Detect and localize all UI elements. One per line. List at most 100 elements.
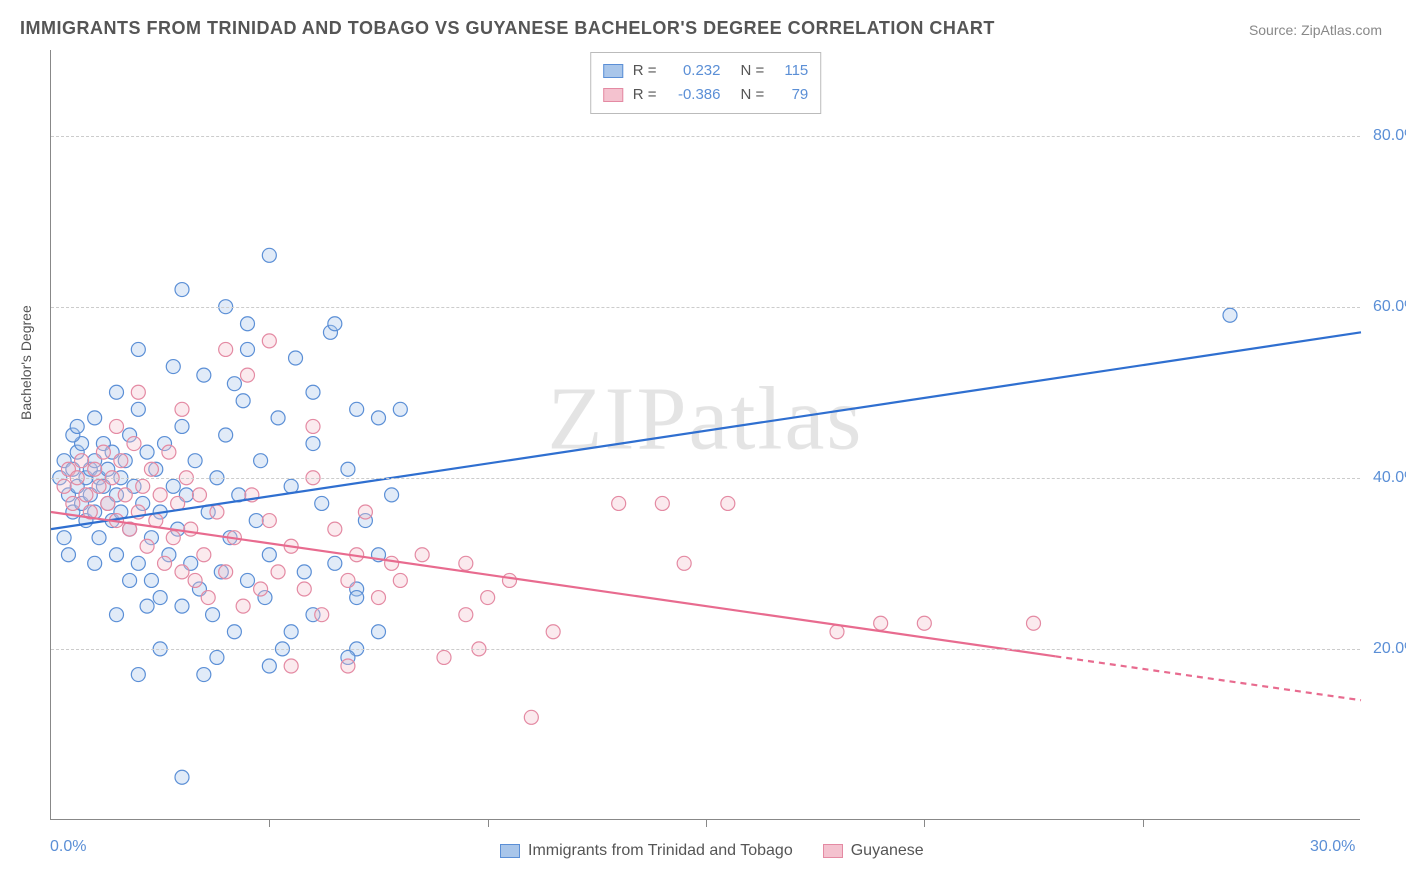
data-point [241,368,255,382]
legend-swatch [603,64,623,78]
data-point [166,479,180,493]
x-tick [269,819,270,827]
data-point [79,488,93,502]
legend-row: R =-0.386N =79 [603,83,809,107]
data-point [254,454,268,468]
legend-label: Immigrants from Trinidad and Tobago [528,842,793,860]
data-point [131,342,145,356]
data-point [328,317,342,331]
data-point [57,531,71,545]
data-point [144,573,158,587]
data-point [110,419,124,433]
data-point [262,248,276,262]
legend-r-label: R = [633,83,657,107]
gridline-h [51,307,1360,308]
legend-n-value: 79 [774,83,808,107]
data-point [175,283,189,297]
data-point [297,565,311,579]
data-point [136,479,150,493]
data-point [241,573,255,587]
data-point [197,368,211,382]
data-point [241,342,255,356]
data-point [254,582,268,596]
data-point [350,591,364,605]
data-point [227,625,241,639]
data-point [306,437,320,451]
data-point [219,342,233,356]
data-point [459,608,473,622]
data-point [131,556,145,570]
y-axis-label: Bachelor's Degree [18,305,34,420]
trend-line [51,332,1361,529]
data-point [131,402,145,416]
data-point [118,488,132,502]
data-point [127,437,141,451]
data-point [140,445,154,459]
trend-line-dashed [1055,656,1361,700]
data-point [144,462,158,476]
data-point [175,402,189,416]
legend-r-value: 0.232 [667,59,721,83]
data-point [206,608,220,622]
data-point [70,419,84,433]
legend-n-value: 115 [774,59,808,83]
x-tick [924,819,925,827]
legend-row: R =0.232N =115 [603,59,809,83]
plot-area: ZIPatlas R =0.232N =115R =-0.386N =79 20… [50,50,1360,820]
x-tick [1143,819,1144,827]
data-point [114,454,128,468]
legend-series: Immigrants from Trinidad and Tobago Guyan… [500,842,924,860]
data-point [372,411,386,425]
x-tick-label: 0.0% [50,838,86,856]
data-point [175,565,189,579]
data-point [88,556,102,570]
chart-title: IMMIGRANTS FROM TRINIDAD AND TOBAGO VS G… [20,18,995,39]
data-point [546,625,560,639]
data-point [123,573,137,587]
data-point [393,573,407,587]
x-tick [488,819,489,827]
data-point [96,445,110,459]
data-point [75,454,89,468]
data-point [612,496,626,510]
data-point [166,531,180,545]
data-point [88,411,102,425]
x-tick [706,819,707,827]
data-point [188,573,202,587]
data-point [57,479,71,493]
data-point [284,659,298,673]
y-tick-label: 40.0% [1373,469,1406,487]
data-point [188,454,202,468]
data-point [197,548,211,562]
data-point [131,385,145,399]
data-point [350,402,364,416]
data-point [192,488,206,502]
data-point [262,659,276,673]
data-point [306,419,320,433]
data-point [284,625,298,639]
data-point [110,385,124,399]
data-point [210,650,224,664]
data-point [262,334,276,348]
chart-svg [51,50,1360,819]
data-point [197,668,211,682]
legend-label: Guyanese [851,842,924,860]
data-point [175,419,189,433]
data-point [328,522,342,536]
data-point [271,565,285,579]
legend-swatch [603,88,623,102]
data-point [385,556,399,570]
data-point [481,591,495,605]
data-point [249,514,263,528]
data-point [131,668,145,682]
gridline-h [51,649,1360,650]
data-point [306,385,320,399]
legend-swatch [823,844,843,858]
y-tick-label: 60.0% [1373,298,1406,316]
data-point [372,591,386,605]
data-point [201,591,215,605]
data-point [655,496,669,510]
data-point [210,505,224,519]
y-tick-label: 20.0% [1373,640,1406,658]
data-point [437,650,451,664]
